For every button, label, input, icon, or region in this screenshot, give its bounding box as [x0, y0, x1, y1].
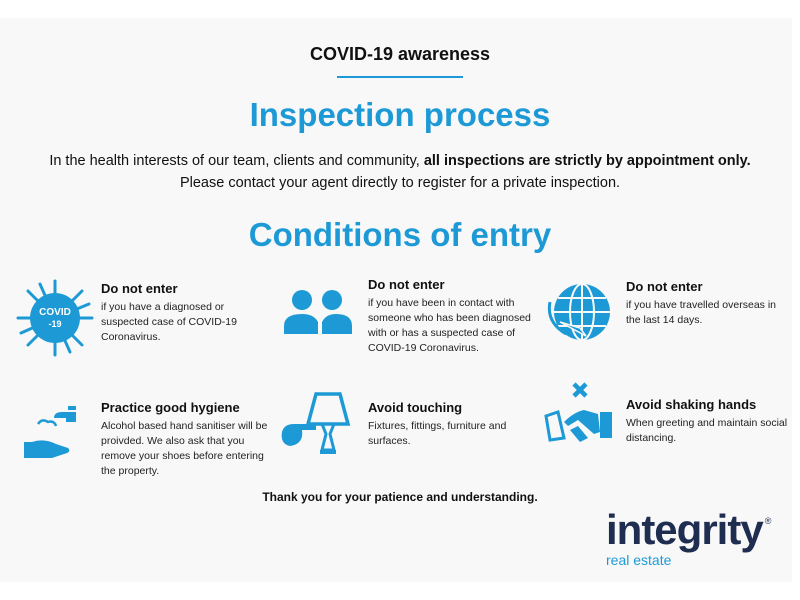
item-title: Avoid touching: [368, 400, 463, 415]
kicker-title: COVID-19 awareness: [309, 44, 491, 64]
item-text: Fixtures, fittings, furniture and surfac…: [368, 420, 507, 447]
integrity-logo: integrity ® real estate: [606, 506, 772, 569]
globe-plane-icon: [547, 283, 610, 341]
item-title: Practice good hygiene: [101, 400, 240, 415]
item-title: Do not enter: [626, 279, 703, 294]
page-title: Inspection process: [249, 96, 551, 133]
condition-item: Practice good hygiene Alcohol based hand …: [101, 400, 271, 479]
item-text: When greeting and maintain social distan…: [626, 417, 788, 444]
item-title: Do not enter: [101, 281, 178, 296]
divider: [337, 76, 463, 78]
condition-item: Avoid shaking hands When greeting and mai…: [626, 397, 791, 446]
item-text: if you have travelled overseas in the la…: [626, 299, 776, 326]
intro-bold: all inspections are strictly by appointm…: [423, 153, 751, 169]
svg-text:-19: -19: [48, 319, 61, 329]
item-title: Avoid shaking hands: [626, 397, 757, 412]
thank-you-text: Thank you for your patience and understa…: [262, 490, 538, 504]
logo-wordmark: integrity: [606, 506, 764, 553]
registered-mark: ®: [764, 516, 772, 526]
no-handshake-icon: [544, 382, 612, 442]
condition-item: Avoid touching Fixtures, fittings, furnit…: [368, 400, 533, 449]
people-icon: [284, 290, 352, 334]
intro-part1: In the health interests of our team, cli…: [49, 153, 424, 169]
item-title: Do not enter: [368, 277, 445, 292]
conditions-heading: Conditions of entry: [248, 216, 552, 253]
svg-text:COVID: COVID: [39, 307, 71, 318]
lamp-touch-icon: [281, 392, 351, 454]
intro-text: In the health interests of our team, cli…: [30, 150, 770, 194]
condition-item: Do not enter if you have been in contact …: [368, 277, 538, 356]
item-text: Alcohol based hand sanitiser will be pro…: [101, 420, 268, 477]
condition-item: Do not enter if you have a diagnosed or s…: [101, 281, 271, 345]
condition-item: Do not enter if you have travelled overse…: [626, 279, 786, 328]
poster-background: [0, 18, 792, 582]
hand-wash-icon: [24, 406, 76, 458]
logo-subtitle: real estate: [606, 552, 672, 568]
intro-part2: Please contact your agent directly to re…: [179, 175, 621, 191]
item-text: if you have a diagnosed or suspected cas…: [101, 301, 237, 343]
item-text: if you have been in contact with someone…: [368, 297, 531, 354]
covid-virus-icon: COVID -19: [16, 279, 94, 357]
